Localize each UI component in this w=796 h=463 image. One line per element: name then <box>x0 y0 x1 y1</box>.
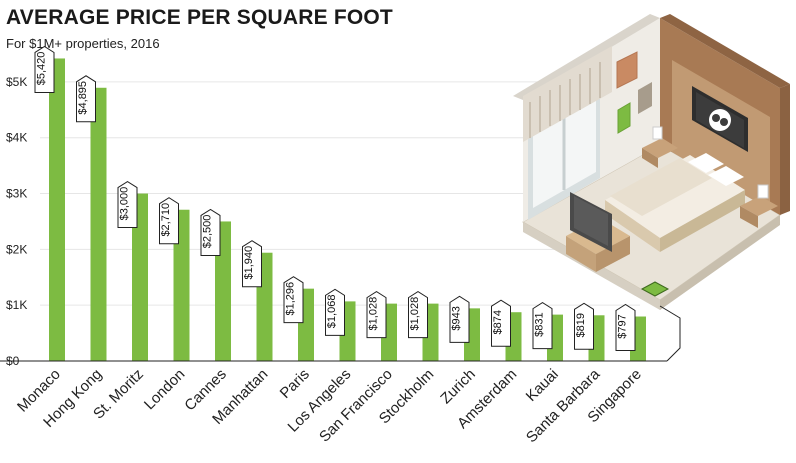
data-label-tag: $831 <box>532 302 553 350</box>
data-label-tag-shape <box>532 302 553 350</box>
bar <box>215 221 231 361</box>
illustration-connector <box>659 305 681 362</box>
data-label-tag: $5,420 <box>34 45 55 93</box>
chart-title: AVERAGE PRICE PER SQUARE FOOT <box>6 6 393 29</box>
data-label-tag-shape <box>200 208 221 256</box>
category-label: San Francisco <box>316 366 396 446</box>
data-label-tag: $3,000 <box>117 180 138 229</box>
y-tick-label: $5K <box>6 75 27 89</box>
y-tick-label: $4K <box>6 131 27 145</box>
y-tick-label: $1K <box>6 298 27 312</box>
data-label: $1,296 <box>285 282 297 316</box>
data-label-tag: $819 <box>574 302 594 350</box>
data-label-tag: $1,028 <box>408 291 428 339</box>
data-label: $797 <box>617 314 629 338</box>
bar-series <box>49 58 646 362</box>
data-label: $831 <box>534 312 546 336</box>
bar <box>173 209 190 361</box>
data-label: $5,420 <box>36 52 48 86</box>
data-label: $1,028 <box>409 297 421 331</box>
data-label: $1,028 <box>368 297 380 331</box>
data-label-tag-shape <box>574 302 594 350</box>
bar <box>90 87 107 362</box>
data-label-tag-shape <box>615 303 636 352</box>
data-label-tag-shape <box>449 295 470 343</box>
data-label-tag: $1,296 <box>283 276 304 324</box>
data-label: $2,710 <box>160 203 172 237</box>
data-label-tag: $874 <box>491 299 511 347</box>
data-label: $1,068 <box>326 295 338 329</box>
data-label-tag: $1,940 <box>242 240 262 288</box>
bedroom-illustration-icon <box>513 14 790 310</box>
data-label: $874 <box>492 310 504 334</box>
bar <box>49 58 65 361</box>
data-label: $4,895 <box>77 81 89 115</box>
data-label-tag: $4,895 <box>76 75 96 123</box>
data-label-tag-shape <box>325 288 345 336</box>
data-label: $943 <box>451 306 463 330</box>
y-tick-label: $2K <box>6 242 27 256</box>
category-label: Kauai <box>523 366 562 405</box>
data-label-tag-shape <box>242 240 262 288</box>
data-label-tag: $943 <box>449 295 470 343</box>
category-label: Paris <box>277 366 313 402</box>
data-label-tag-shape <box>117 180 138 229</box>
data-label: $3,000 <box>119 187 131 221</box>
data-label-tag: $797 <box>615 303 636 352</box>
data-label-tag-shape <box>283 276 304 324</box>
data-label: $819 <box>575 313 587 337</box>
data-label-tag-shape <box>408 291 428 339</box>
data-label-tag: $2,710 <box>159 197 179 245</box>
data-label-tag-shape <box>34 45 55 93</box>
category-label: London <box>141 366 188 413</box>
data-label: $2,500 <box>202 215 214 249</box>
y-tick-label: $3K <box>6 187 27 201</box>
data-label-tag: $1,028 <box>366 291 387 339</box>
data-label: $1,940 <box>243 246 255 280</box>
data-label-tag-shape <box>159 197 179 245</box>
data-labels: $5,420 $4,895 $3,000 $2,710 $2,500 $1,940 $1,2… <box>34 45 636 352</box>
data-label-tag-shape <box>366 291 387 339</box>
data-label-tag-shape <box>76 75 96 123</box>
bar <box>132 193 148 361</box>
data-label-tag: $1,068 <box>325 288 345 336</box>
y-axis-ticks: $0$1K$2K$3K$4K$5K <box>6 75 27 368</box>
data-label-tag: $2,500 <box>200 208 221 256</box>
data-label-tag-shape <box>491 299 511 347</box>
